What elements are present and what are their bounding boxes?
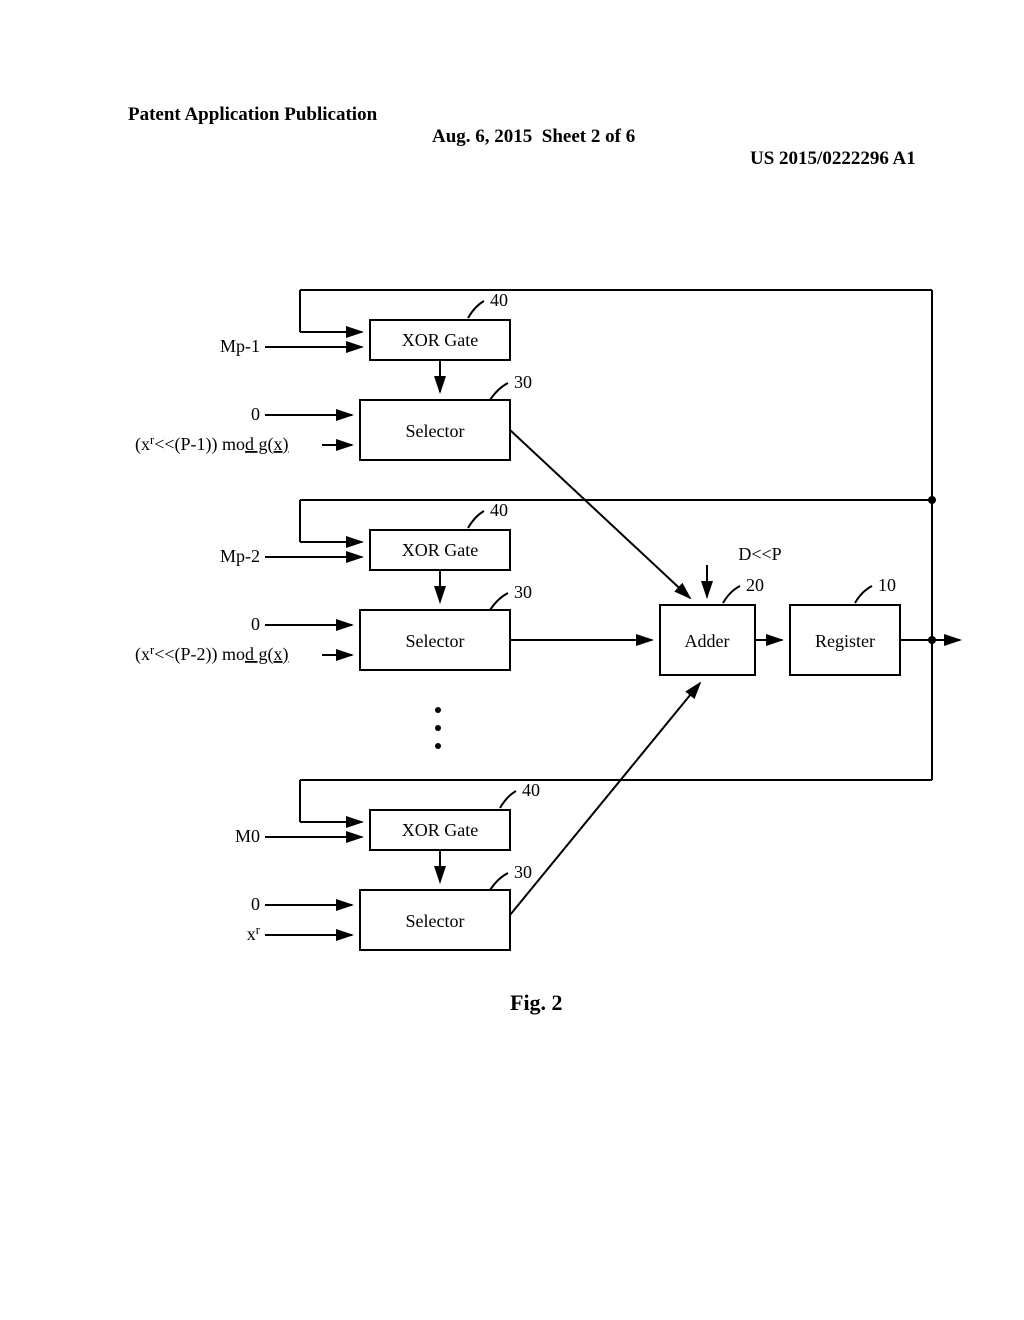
input-mp2: Mp-2 bbox=[220, 546, 260, 566]
dshift-label: D<<P bbox=[738, 544, 781, 564]
svg-text:XOR Gate: XOR Gate bbox=[402, 540, 478, 560]
selector-label: Selector bbox=[406, 421, 465, 441]
input-mp1: Mp-1 bbox=[220, 336, 260, 356]
input-xr: xr bbox=[247, 923, 261, 944]
svg-text:XOR Gate: XOR Gate bbox=[402, 820, 478, 840]
svg-text:0: 0 bbox=[251, 894, 260, 914]
svg-text:30: 30 bbox=[514, 582, 532, 602]
svg-text:40: 40 bbox=[522, 780, 540, 800]
circuit-diagram: XOR Gate 40 Mp-1 Selector 30 0 (xr<<(P-1… bbox=[0, 0, 1024, 1320]
input-shift-p1: (xr<<(P-1)) mod g(x) bbox=[135, 433, 289, 455]
xor-gate-label: XOR Gate bbox=[402, 330, 478, 350]
svg-text:Selector: Selector bbox=[406, 911, 465, 931]
ref-10: 10 bbox=[878, 575, 896, 595]
register-label: Register bbox=[815, 631, 875, 651]
input-zero-1: 0 bbox=[251, 404, 260, 424]
svg-text:30: 30 bbox=[514, 862, 532, 882]
svg-text:Selector: Selector bbox=[406, 631, 465, 651]
svg-text:40: 40 bbox=[490, 500, 508, 520]
input-shift-p2: (xr<<(P-2)) mod g(x) bbox=[135, 643, 289, 665]
input-m0: M0 bbox=[235, 826, 260, 846]
ref-20: 20 bbox=[746, 575, 764, 595]
svg-text:0: 0 bbox=[251, 614, 260, 634]
ref-40: 40 bbox=[490, 290, 508, 310]
adder-label: Adder bbox=[685, 631, 730, 651]
ref-30: 30 bbox=[514, 372, 532, 392]
